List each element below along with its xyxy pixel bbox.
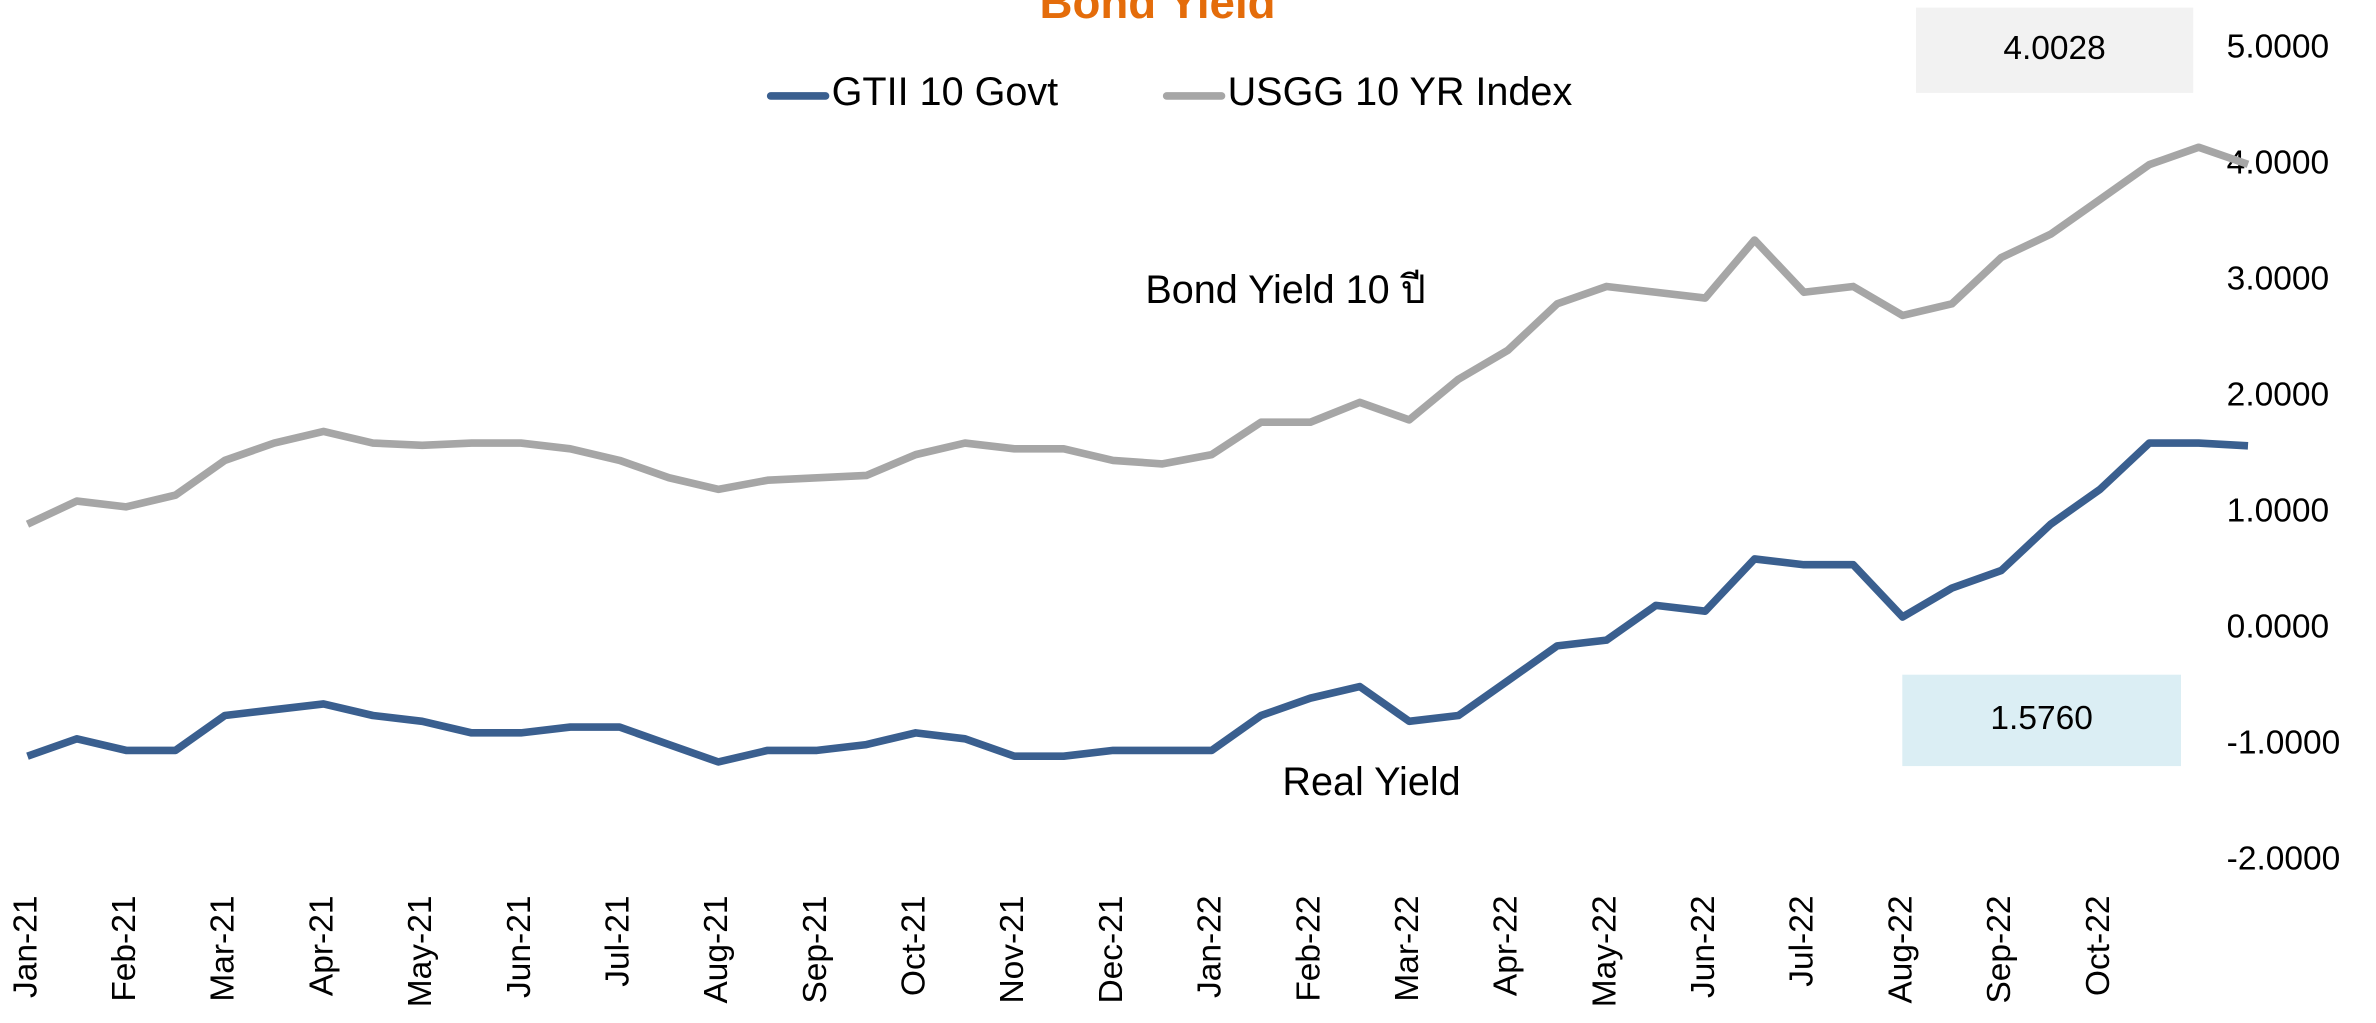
value-label: 1.5760 bbox=[1990, 700, 2092, 737]
x-tick-label: Jan-22 bbox=[1192, 896, 1229, 998]
x-tick-label: May-22 bbox=[1586, 896, 1623, 1008]
legend-label: USGG 10 YR Index bbox=[1228, 70, 1573, 114]
x-tick-label: Sep-21 bbox=[797, 896, 834, 1004]
annotation: Real Yield bbox=[1282, 760, 1460, 804]
series-line bbox=[26, 439, 2249, 766]
x-tick-label: Nov-21 bbox=[994, 896, 1031, 1004]
x-tick-label: Feb-22 bbox=[1290, 896, 1327, 1002]
x-tick-label: Oct-21 bbox=[896, 896, 933, 997]
y-tick-label: 5.0000 bbox=[2227, 29, 2329, 66]
x-tick-label: Dec-21 bbox=[1093, 896, 1130, 1004]
value-box bbox=[1915, 7, 2194, 93]
x-tick-label: Jul-22 bbox=[1784, 896, 1821, 987]
y-tick-label: 3.0000 bbox=[2227, 261, 2329, 298]
x-tick-label: Aug-21 bbox=[698, 896, 735, 1004]
x-tick-label: Oct-22 bbox=[2080, 896, 2117, 997]
y-tick-label: 0.0000 bbox=[2227, 608, 2329, 645]
x-tick-label: Apr-22 bbox=[1488, 896, 1525, 997]
x-tick-label: Feb-21 bbox=[106, 896, 143, 1002]
value-box bbox=[1902, 674, 2181, 767]
x-tick-label: Jul-21 bbox=[599, 896, 636, 987]
chart-title: Bond Yield bbox=[1040, 0, 1276, 28]
x-tick-label: Mar-21 bbox=[205, 896, 242, 1002]
legend-label: GTII 10 Govt bbox=[832, 70, 1059, 114]
x-tick-label: May-21 bbox=[402, 896, 439, 1008]
y-tick-label: -1.0000 bbox=[2227, 724, 2341, 761]
x-tick-label: Mar-22 bbox=[1389, 896, 1426, 1002]
annotation: Bond Yield 10 ปี bbox=[1145, 268, 1425, 312]
x-tick-label: Jan-21 bbox=[7, 896, 44, 998]
y-tick-label: 1.0000 bbox=[2227, 492, 2329, 529]
x-tick-label: Sep-22 bbox=[1981, 896, 2018, 1004]
y-tick-label: 2.0000 bbox=[2227, 376, 2329, 413]
x-tick-label: Aug-22 bbox=[1882, 896, 1919, 1004]
x-tick-label: Apr-21 bbox=[303, 896, 340, 997]
y-tick-label: -2.0000 bbox=[2227, 840, 2341, 877]
x-tick-label: Jun-22 bbox=[1685, 896, 1722, 998]
series-line bbox=[25, 143, 2250, 528]
x-tick-label: Jun-21 bbox=[501, 896, 538, 998]
value-label: 4.0028 bbox=[2003, 30, 2105, 67]
